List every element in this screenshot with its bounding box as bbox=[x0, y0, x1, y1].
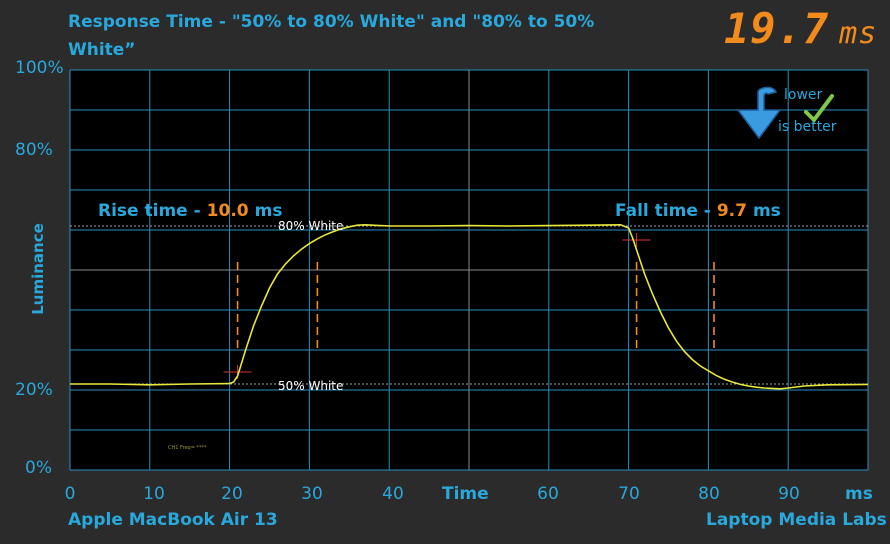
fall-time-text: Fall time - bbox=[615, 201, 711, 221]
x-tick-0: 0 bbox=[64, 484, 76, 504]
grid-lines bbox=[69, 69, 869, 471]
down-arrow-icon bbox=[736, 86, 782, 140]
ref-label-80-white: 80% White bbox=[278, 219, 343, 233]
chart-title-line1: Response Time - "50% to 80% White" and "… bbox=[68, 12, 595, 60]
rise-time-label: Rise time -10.0 ms bbox=[98, 201, 282, 221]
readout-unit: ms bbox=[839, 16, 878, 51]
checkmark-icon bbox=[804, 94, 834, 124]
x-axis-title: Time bbox=[442, 484, 489, 504]
y-tick-80: 80% bbox=[15, 140, 53, 160]
rise-time-text: Rise time - bbox=[98, 201, 201, 221]
rise-time-unit: ms bbox=[254, 201, 283, 221]
x-tick-90: 90 bbox=[778, 484, 800, 504]
x-tick-40: 40 bbox=[382, 484, 404, 504]
badge-line1: lower bbox=[784, 87, 823, 103]
lower-is-better-badge: lower is better bbox=[728, 86, 848, 146]
luminance-trace bbox=[70, 223, 869, 390]
publisher-name: Laptop Media Labs bbox=[706, 510, 887, 530]
x-tick-10: 10 bbox=[143, 484, 165, 504]
x-tick-70: 70 bbox=[618, 484, 640, 504]
rise-time-value: 10.0 bbox=[206, 201, 249, 221]
fall-time-label: Fall time -9.7 ms bbox=[615, 201, 781, 221]
x-tick-20: 20 bbox=[221, 484, 243, 504]
y-tick-100: 100% bbox=[15, 58, 64, 78]
fall-time-unit: ms bbox=[752, 201, 781, 221]
x-axis-unit: ms bbox=[845, 484, 873, 504]
x-tick-60: 60 bbox=[537, 484, 559, 504]
y-tick-20: 20% bbox=[15, 380, 53, 400]
response-time-readout: 19.7 ms bbox=[724, 4, 877, 53]
badge-line2: is better bbox=[778, 119, 837, 135]
x-tick-80: 80 bbox=[698, 484, 720, 504]
ref-label-50-white: 50% White bbox=[278, 379, 343, 393]
x-tick-30: 30 bbox=[301, 484, 323, 504]
device-name: Apple MacBook Air 13 bbox=[68, 510, 278, 530]
y-tick-0: 0% bbox=[25, 458, 52, 478]
fall-time-value: 9.7 bbox=[716, 201, 747, 221]
legend-note: CH1 Freq= **** bbox=[168, 445, 207, 451]
readout-value: 19.7 bbox=[724, 4, 830, 53]
